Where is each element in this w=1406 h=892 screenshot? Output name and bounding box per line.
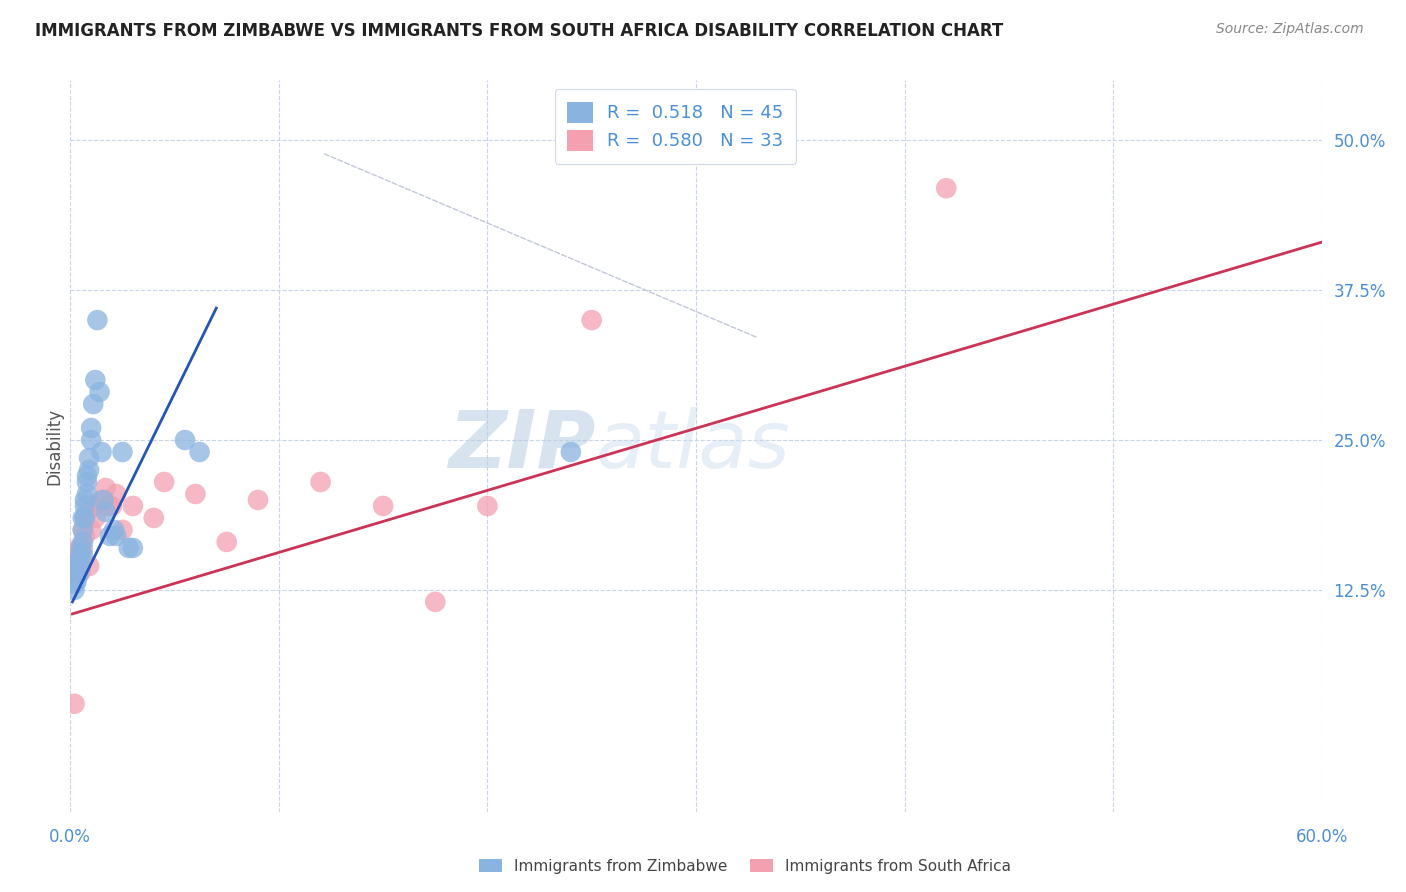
Point: [76, 487, 98, 501]
Point: [142, 511, 165, 525]
Text: IMMIGRANTS FROM ZIMBABWE VS IMMIGRANTS FROM SOUTH AFRICA DISABILITY CORRELATION : IMMIGRANTS FROM ZIMBABWE VS IMMIGRANTS F…: [35, 22, 1004, 40]
Point: [73, 529, 96, 543]
Point: [560, 445, 582, 459]
Point: [63, 571, 86, 585]
Point: [105, 529, 128, 543]
Point: [80, 433, 103, 447]
Point: [121, 499, 145, 513]
Point: [63, 577, 86, 591]
Point: [65, 555, 87, 569]
Point: [82, 397, 104, 411]
Point: [69, 547, 91, 561]
Point: [153, 475, 176, 489]
Point: [77, 558, 100, 573]
Point: [73, 492, 96, 507]
Point: [65, 567, 87, 582]
Point: [184, 487, 207, 501]
Point: [101, 499, 124, 513]
Point: [76, 505, 98, 519]
Point: [67, 553, 90, 567]
Legend: R =  0.518   N = 45, R =  0.580   N = 33: R = 0.518 N = 45, R = 0.580 N = 33: [555, 89, 796, 163]
Point: [89, 385, 111, 400]
Point: [477, 499, 499, 513]
Point: [188, 445, 211, 459]
Y-axis label: Disability: Disability: [45, 408, 63, 484]
Point: [72, 523, 94, 537]
Point: [80, 421, 103, 435]
Text: atlas: atlas: [596, 407, 790, 485]
Point: [309, 475, 332, 489]
Point: [90, 492, 112, 507]
Point: [72, 511, 94, 525]
Point: [98, 529, 121, 543]
Point: [84, 511, 107, 525]
Point: [121, 541, 145, 555]
Point: [65, 547, 87, 561]
Point: [111, 523, 134, 537]
Point: [90, 445, 112, 459]
Point: [94, 481, 117, 495]
Point: [72, 535, 94, 549]
Point: [76, 469, 98, 483]
Point: [77, 450, 100, 465]
Point: [581, 313, 603, 327]
Point: [97, 499, 120, 513]
Point: [76, 475, 98, 489]
Point: [67, 558, 90, 573]
Point: [82, 499, 104, 513]
Point: [65, 555, 87, 569]
Point: [73, 511, 96, 525]
Point: [69, 558, 91, 573]
Point: [93, 492, 115, 507]
Point: [67, 567, 90, 582]
Point: [111, 445, 134, 459]
Point: [105, 487, 128, 501]
Point: [118, 541, 141, 555]
Point: [371, 499, 394, 513]
Point: [63, 582, 86, 597]
Point: [425, 595, 447, 609]
Point: [63, 565, 86, 579]
Text: Source: ZipAtlas.com: Source: ZipAtlas.com: [1216, 22, 1364, 37]
Point: [60, 558, 83, 573]
Point: [67, 541, 90, 555]
Legend: Immigrants from Zimbabwe, Immigrants from South Africa: Immigrants from Zimbabwe, Immigrants fro…: [472, 853, 1018, 880]
Point: [77, 463, 100, 477]
Point: [69, 541, 91, 555]
Point: [73, 499, 96, 513]
Point: [174, 433, 197, 447]
Point: [80, 523, 103, 537]
Point: [935, 181, 957, 195]
Point: [67, 558, 90, 573]
Point: [73, 511, 96, 525]
Point: [247, 492, 270, 507]
Point: [69, 565, 91, 579]
Point: [84, 373, 107, 387]
Point: [86, 313, 108, 327]
Point: [72, 541, 94, 555]
Point: [72, 523, 94, 537]
Point: [63, 697, 86, 711]
Text: ZIP: ZIP: [449, 407, 596, 485]
Point: [72, 547, 94, 561]
Point: [65, 574, 87, 589]
Point: [103, 523, 125, 537]
Point: [215, 535, 238, 549]
Point: [94, 505, 117, 519]
Point: [65, 562, 87, 576]
